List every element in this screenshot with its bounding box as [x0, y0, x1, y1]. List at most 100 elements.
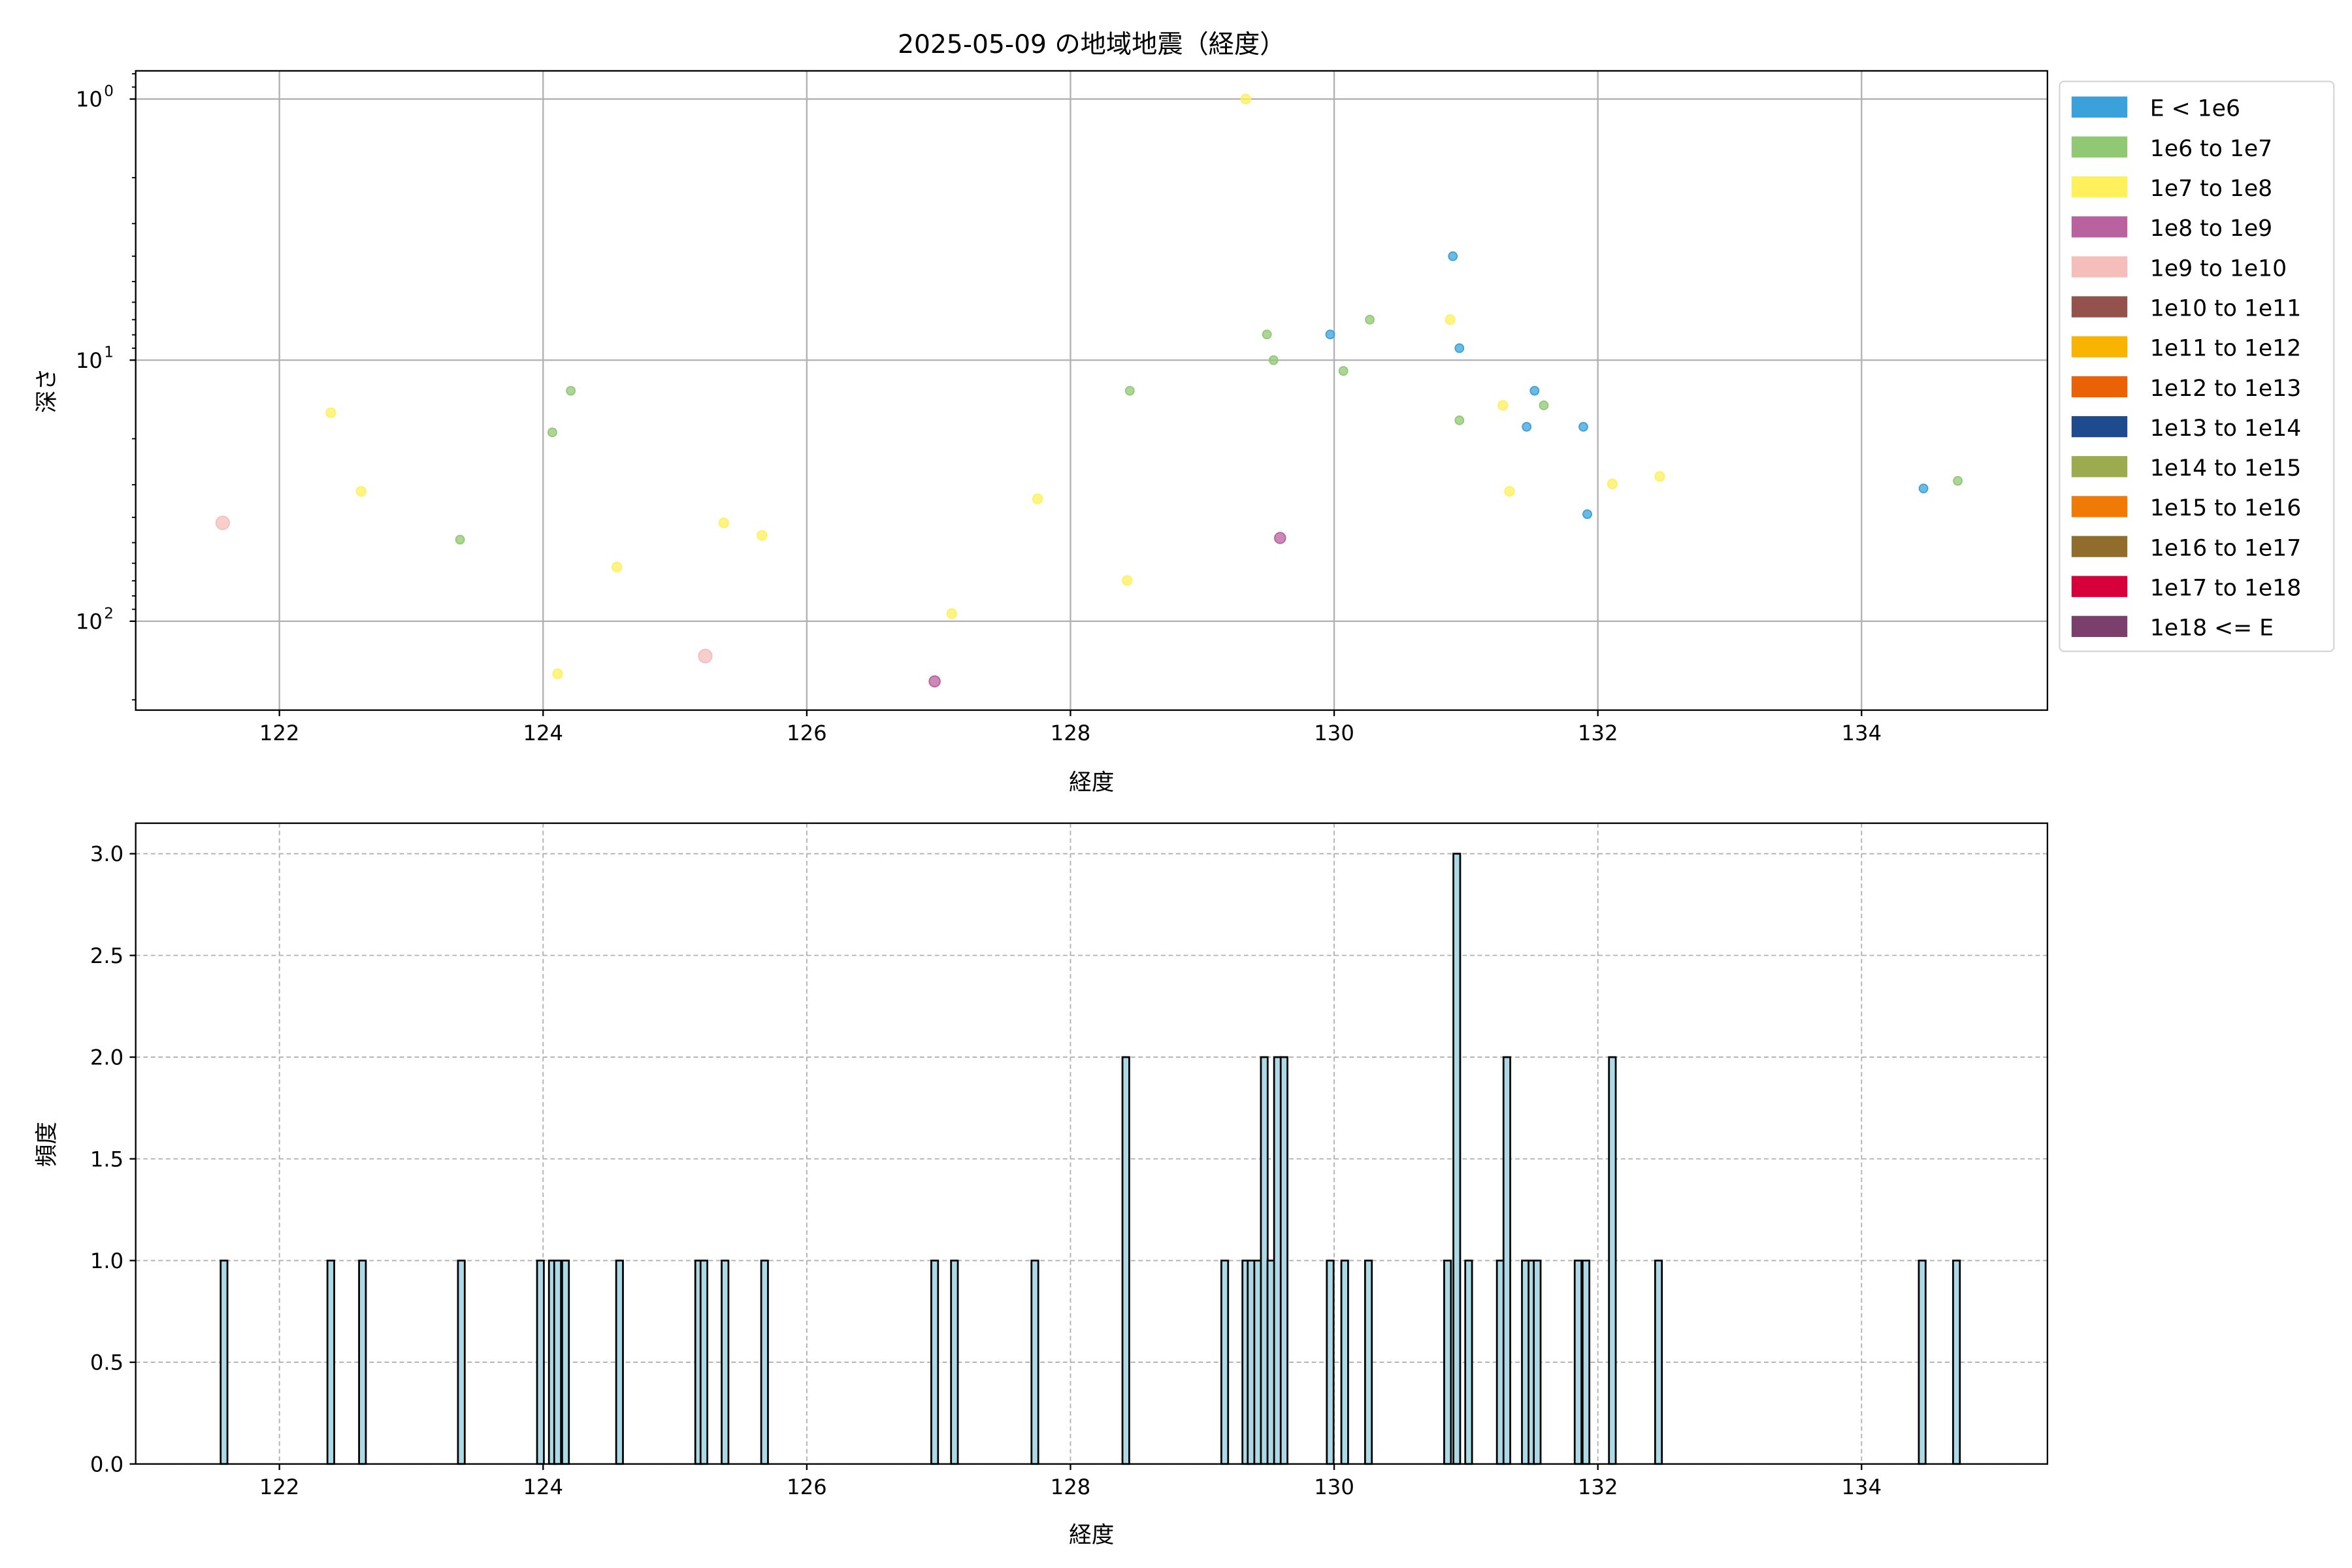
- legend-swatch: [2071, 96, 2128, 118]
- histogram-bar: [1502, 1056, 1512, 1465]
- legend-label: 1e7 to 1e8: [2150, 176, 2272, 202]
- histogram-x-tick-label: 122: [259, 1475, 300, 1499]
- scatter-point: [1582, 509, 1592, 519]
- legend-box: [2059, 80, 2335, 653]
- scatter-x-tick-label: 134: [1841, 721, 1882, 745]
- scatter-point: [1497, 400, 1509, 411]
- scatter-point: [1918, 483, 1929, 493]
- histogram-bar: [1573, 1260, 1582, 1465]
- histogram-x-tick-label: 128: [1051, 1475, 1091, 1499]
- histogram-bar: [1326, 1260, 1335, 1465]
- legend-swatch: [2071, 376, 2128, 398]
- histogram-y-tick-label: 2.5: [90, 943, 123, 968]
- histogram-bar: [1608, 1056, 1617, 1465]
- legend-label: 1e17 to 1e18: [2150, 576, 2301, 602]
- scatter-point: [1325, 329, 1335, 340]
- legend-swatch: [2071, 576, 2128, 597]
- histogram-y-tick-label: 2.0: [90, 1045, 123, 1070]
- histogram-x-tick-label: 134: [1841, 1475, 1882, 1499]
- scatter-y-tick-label: 10: [76, 609, 103, 634]
- legend-label: 1e8 to 1e9: [2150, 216, 2272, 242]
- histogram-bar: [457, 1260, 466, 1465]
- histogram-bar: [930, 1260, 939, 1465]
- histogram-bar: [1452, 853, 1462, 1465]
- scatter-point: [552, 668, 563, 679]
- histogram-bar: [326, 1260, 335, 1465]
- legend-label: 1e16 to 1e17: [2150, 535, 2301, 561]
- scatter-grid: [135, 71, 2048, 710]
- scatter-point: [1454, 415, 1465, 425]
- histogram-bar: [1918, 1260, 1927, 1465]
- scatter-y-tick-exponent: 2: [104, 605, 114, 622]
- legend-label: 1e13 to 1e14: [2150, 416, 2301, 442]
- scatter-point: [1448, 251, 1458, 261]
- histogram-bar: [1654, 1260, 1663, 1465]
- legend-swatch: [2071, 336, 2128, 357]
- histogram-y-tick-label: 0.5: [90, 1350, 123, 1375]
- histogram-ticks: 122 124 126 128 130 132 134 0.0 0.5 1.0 1.5 2.0 2.5 3…: [90, 841, 1882, 1499]
- scatter-x-tick-label: 126: [787, 721, 827, 745]
- histogram-bar: [1443, 1260, 1452, 1465]
- legend-label: E < 1e6: [2150, 96, 2240, 122]
- scatter-point: [1529, 385, 1540, 396]
- histogram-bar: [760, 1260, 769, 1465]
- scatter-point: [566, 385, 576, 396]
- scatter-point: [1262, 329, 1272, 340]
- scatter-x-tick-label: 128: [1051, 721, 1091, 745]
- histogram-bar: [615, 1260, 624, 1465]
- legend-swatch: [2071, 296, 2128, 318]
- histogram-bar: [1533, 1260, 1542, 1465]
- scatter-y-tick-exponent: 0: [104, 83, 114, 100]
- scatter-point: [1445, 314, 1456, 325]
- histogram-bar: [1340, 1260, 1349, 1465]
- legend-swatch: [2071, 456, 2128, 478]
- histogram-bar: [1952, 1260, 1961, 1465]
- histogram-axes: 122 124 126 128 130 132 134 0.0 0.5 1.0 1.5 2.0 2.5 3…: [34, 822, 2048, 1548]
- scatter-point: [1122, 575, 1133, 586]
- histogram-bar: [721, 1260, 730, 1465]
- scatter-point: [455, 534, 465, 545]
- legend: E < 1e6 1e6 to 1e7 1e7 to 1e8 1e8 to 1e9 1e9…: [2059, 80, 2335, 653]
- scatter-point: [1607, 478, 1618, 489]
- histogram-y-label: 頻度: [34, 1122, 60, 1167]
- scatter-point: [1365, 314, 1375, 325]
- histogram-x-tick-label: 124: [523, 1475, 563, 1499]
- histogram-bar: [699, 1260, 709, 1465]
- legend-label: 1e6 to 1e7: [2150, 136, 2272, 162]
- scatter-y-tick-exponent: 1: [104, 344, 114, 361]
- legend-label: 1e9 to 1e10: [2150, 255, 2287, 282]
- legend-swatch: [2071, 615, 2128, 637]
- legend-label: 1e11 to 1e12: [2150, 336, 2301, 362]
- scatter-point: [1454, 343, 1465, 353]
- histogram-bar: [553, 1260, 563, 1465]
- scatter-point: [1338, 366, 1348, 376]
- histogram-y-tick-label: 1.5: [90, 1147, 123, 1171]
- histogram-x-tick-label: 130: [1314, 1475, 1354, 1499]
- histogram-x-tick-label: 132: [1578, 1475, 1618, 1499]
- histogram-bar: [950, 1260, 959, 1465]
- legend-swatch: [2071, 536, 2128, 557]
- histogram-bar: [358, 1260, 367, 1465]
- scatter-point: [1522, 421, 1532, 432]
- scatter-point: [1124, 385, 1135, 396]
- scatter-y-tick-label: 10: [76, 87, 103, 112]
- scatter-x-tick-label: 122: [259, 721, 300, 745]
- scatter-x-tick-label: 132: [1578, 721, 1618, 745]
- scatter-point: [325, 407, 336, 418]
- histogram-bar: [220, 1260, 229, 1465]
- scatter-point: [612, 561, 623, 572]
- legend-label: 1e15 to 1e16: [2150, 495, 2301, 521]
- histogram-bar: [1030, 1260, 1039, 1465]
- scatter-x-tick-label: 124: [523, 721, 563, 745]
- scatter-point: [1504, 485, 1515, 497]
- histogram-y-tick-label: 0.0: [90, 1452, 123, 1477]
- scatter-point: [928, 675, 941, 688]
- scatter-point: [1953, 476, 1963, 486]
- legend-label: 1e18 <= E: [2150, 615, 2274, 642]
- scatter-points: [215, 93, 1963, 688]
- histogram-bar: [1121, 1056, 1130, 1465]
